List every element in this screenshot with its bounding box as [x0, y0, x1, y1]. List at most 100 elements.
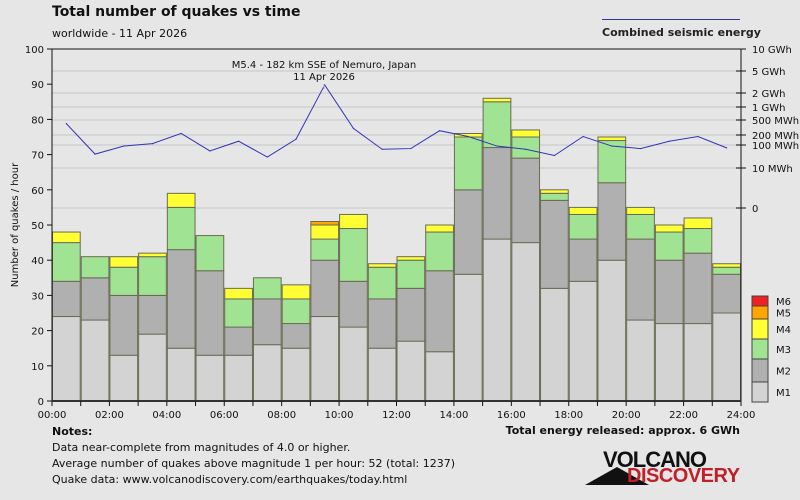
note-line: Data near-complete from magnitudes of 4.…	[52, 441, 351, 454]
y-tick-label: 100	[25, 45, 44, 56]
bar-segment-m1	[252, 344, 282, 402]
bar-segment-m3	[654, 231, 684, 261]
bar-segment-m4	[712, 263, 742, 268]
energy-point	[180, 132, 182, 135]
legend-label-m6: M6	[776, 297, 791, 308]
grid-lines	[52, 70, 741, 209]
right-tick-label: 200 MWh	[752, 131, 799, 142]
legend-swatch-m4	[751, 318, 769, 340]
bar-segment-m3	[568, 213, 598, 240]
y-tick-label: 20	[31, 327, 44, 338]
bar-segment-m1	[597, 259, 627, 402]
bar-segment-m3	[511, 136, 541, 159]
bar-segment-m4	[310, 224, 340, 240]
energy-point	[726, 147, 728, 149]
bar-segment-m3	[109, 266, 139, 296]
bar-segment-m1	[712, 312, 742, 402]
bar-segment-m2	[138, 294, 167, 335]
bar-segment-m2	[511, 157, 541, 244]
x-tick-label: 20:00	[612, 410, 641, 421]
bar-segment-m1	[281, 347, 311, 402]
right-tick-label: 10 GWh	[752, 45, 792, 56]
bar-segment-m3	[224, 298, 253, 328]
bar-segment-m2	[339, 280, 368, 328]
bar-segment-m1	[683, 323, 713, 402]
energy-line	[65, 83, 727, 158]
energy-point	[668, 140, 670, 142]
bar-segment-m2	[540, 199, 569, 289]
bar-segment-m2	[597, 182, 627, 261]
bar-segment-m2	[281, 323, 311, 349]
energy-point	[123, 145, 125, 147]
legend-label-m3: M3	[776, 345, 791, 356]
bar-segment-m4	[109, 256, 139, 268]
legend-label-m4: M4	[776, 325, 791, 336]
x-tick-label: 24:00	[727, 410, 756, 421]
bar-segment-m3	[626, 213, 655, 240]
bar-segment-m3	[310, 238, 340, 261]
y-tick-label: 0	[38, 397, 44, 408]
bar-segment-m2	[626, 238, 655, 321]
bar-segment-m3	[425, 231, 454, 272]
bar-segment-m2	[166, 249, 196, 349]
note-line: Average number of quakes above magnitude…	[52, 457, 455, 470]
energy-point	[94, 153, 96, 155]
bar-segment-m1	[568, 280, 598, 402]
notes: Notes: Data near-complete from magnitude…	[52, 424, 455, 488]
bar-segment-m4	[396, 256, 426, 261]
bar-segment-m1	[339, 326, 368, 402]
energy-point	[410, 147, 412, 150]
energy-point	[553, 154, 555, 157]
annotation-line1: M5.4 - 182 km SSE of Nemuro, Japan	[232, 60, 416, 71]
x-tick-label: 06:00	[210, 410, 239, 421]
right-tick-label: 1 GWh	[752, 103, 786, 114]
note-line[interactable]: Quake data: www.volcanodiscovery.com/ear…	[52, 473, 408, 486]
bar-segment-m2	[654, 259, 684, 325]
y-axis-label: Number of quakes / hour	[10, 162, 21, 287]
energy-point	[496, 145, 498, 147]
bar-segment-m4	[138, 252, 167, 258]
bar-segment-m3	[367, 266, 397, 300]
x-tick-label: 10:00	[325, 410, 354, 421]
bar-segment-m2	[453, 189, 483, 275]
axes: 0 10 20 30 40 50 60 70 80 90 100 00:00 02:00 04:00 06:…	[25, 45, 799, 421]
bar-segment-m2	[683, 252, 713, 325]
bar-segment-m1	[52, 316, 81, 402]
y-tick-label: 30	[31, 291, 44, 302]
bar-segment-m4	[367, 263, 397, 268]
legend-swatch-m3	[751, 338, 769, 360]
annotation-line2: 11 Apr 2026	[293, 72, 355, 83]
bar-segment-m3	[52, 242, 81, 282]
x-tick-label: 08:00	[267, 410, 296, 421]
bar-segment-m3	[482, 101, 512, 149]
bar-segment-m4	[52, 231, 81, 244]
legend-swatch-m6	[751, 295, 769, 307]
bar-segment-m3	[683, 228, 713, 254]
bar-segment-m4	[166, 192, 196, 208]
bar-segment-m2	[109, 294, 139, 356]
volcanodiscovery-logo[interactable]: VOLCANO DISCOVERY	[585, 447, 745, 489]
bar-segment-m4	[425, 224, 454, 233]
bar-segment-m3	[252, 277, 282, 300]
bar-segment-m5	[310, 220, 340, 226]
bar-segment-m3	[80, 256, 110, 279]
notes-heading: Notes:	[52, 425, 93, 438]
bar-segment-m1	[367, 347, 397, 402]
bar-segment-m4	[540, 189, 569, 194]
bar-segment-m3	[138, 256, 167, 296]
x-tick-label: 14:00	[440, 410, 469, 421]
energy-line-group	[65, 83, 728, 158]
x-tick-label: 18:00	[554, 410, 583, 421]
bars	[52, 97, 742, 402]
bar-segment-m1	[626, 319, 655, 402]
energy-point	[209, 150, 211, 152]
bar-segment-m2	[712, 273, 742, 314]
right-tick-label: 10 MWh	[752, 164, 793, 175]
energy-point	[697, 135, 699, 138]
energy-point	[295, 138, 297, 140]
bar-segment-m2	[252, 298, 282, 346]
energy-point	[525, 148, 527, 150]
bar-segment-m3	[195, 235, 225, 272]
y-tick-label: 50	[31, 221, 44, 232]
